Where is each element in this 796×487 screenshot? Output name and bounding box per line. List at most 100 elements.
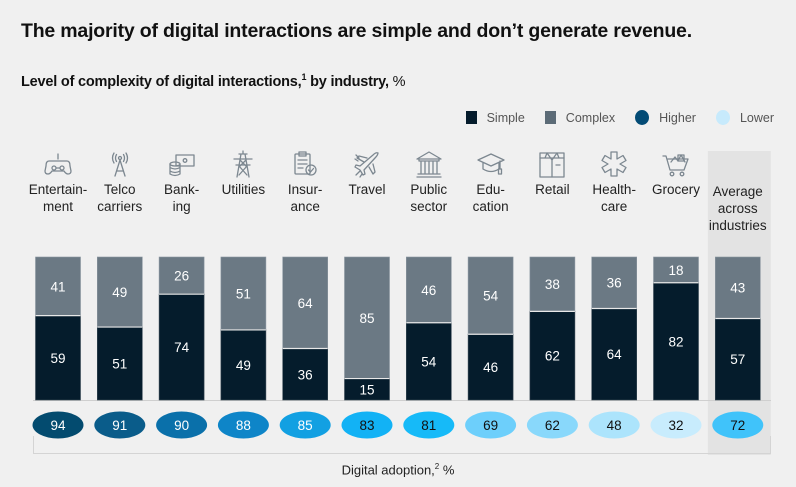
legend-dot-higher xyxy=(635,110,650,125)
subtitle-unit: % xyxy=(388,73,406,90)
adoption-ellipse xyxy=(217,411,269,439)
adoption-label: 32 xyxy=(668,418,683,433)
legend-item-complex: Complex xyxy=(544,110,616,125)
bar-complex xyxy=(35,256,81,316)
power-pylon-icon xyxy=(228,149,258,179)
x-axis-label-text: Digital adoption, xyxy=(341,462,435,478)
bar-complex xyxy=(591,256,638,309)
bar-label-simple: 54 xyxy=(421,354,437,369)
clipboard-check-icon xyxy=(290,149,320,179)
bar-label-simple: 74 xyxy=(174,340,190,355)
bar-simple xyxy=(35,315,81,401)
adoption-label: 83 xyxy=(359,418,374,433)
legend-label: Simple xyxy=(486,110,525,125)
bar-complex xyxy=(158,256,205,295)
bar-label-complex: 36 xyxy=(607,276,622,291)
bar-simple xyxy=(97,326,143,401)
adoption-label: 48 xyxy=(607,418,622,433)
adoption-ellipse xyxy=(279,411,331,439)
adoption-label: 62 xyxy=(545,418,560,433)
category-label: Public sector xyxy=(410,182,448,214)
shopping-cart-icon xyxy=(661,149,691,179)
adoption-label: 69 xyxy=(483,418,498,433)
bar-complex xyxy=(344,256,390,379)
chart-title: The majority of digital interactions are… xyxy=(21,20,692,42)
legend-label: Higher xyxy=(659,110,696,125)
bar-complex xyxy=(405,256,452,324)
bar-label-complex: 54 xyxy=(483,289,499,304)
bar-complex xyxy=(282,256,329,349)
legend-swatch-simple xyxy=(465,111,477,124)
bar-label-complex: 38 xyxy=(545,277,560,292)
category-label: Retail xyxy=(535,182,570,197)
legend-label: Complex xyxy=(565,110,616,125)
adoption-label: 81 xyxy=(421,418,436,433)
bar-simple xyxy=(282,348,329,401)
radio-tower-icon xyxy=(105,149,135,179)
bar-label-simple: 36 xyxy=(298,367,313,382)
bar-simple xyxy=(467,333,514,401)
adoption-ellipse xyxy=(32,411,84,439)
legend-label: Lower xyxy=(739,110,774,125)
category-label: Travel xyxy=(348,182,386,197)
bar-label-complex: 41 xyxy=(50,279,65,294)
bar-label-simple: 51 xyxy=(112,357,127,372)
category-label: Grocery xyxy=(651,182,700,197)
subtitle-tail: by industry, xyxy=(306,73,389,90)
adoption-label: 90 xyxy=(174,418,189,433)
adoption-ellipse xyxy=(588,411,640,439)
adoption-label: 91 xyxy=(112,418,127,433)
game-controller-icon xyxy=(43,149,73,179)
adoption-ellipse xyxy=(403,411,455,439)
legend-item-higher: Higher xyxy=(635,110,696,125)
legend-dot-lower xyxy=(715,110,730,125)
adoption-label: 72 xyxy=(730,418,745,433)
bar-simple xyxy=(405,322,452,401)
legend-item-lower: Lower xyxy=(715,110,774,125)
x-axis-footnote: 2 xyxy=(434,462,440,471)
bar-label-simple: 82 xyxy=(668,334,683,349)
graduation-cap-icon xyxy=(476,149,506,179)
subtitle-text: Level of complexity of digital interacti… xyxy=(21,73,302,90)
bar-simple xyxy=(220,329,267,401)
bar-label-complex: 26 xyxy=(174,269,189,284)
government-building-icon xyxy=(414,149,444,179)
bar-label-simple: 46 xyxy=(483,360,498,375)
adoption-label: 88 xyxy=(236,418,251,433)
adoption-ellipse xyxy=(94,411,146,439)
bar-complex xyxy=(714,256,761,319)
adoption-label: 94 xyxy=(50,418,66,433)
subtitle-footnote: 1 xyxy=(301,72,307,82)
shirt-box-icon xyxy=(537,149,567,179)
adoption-label: 85 xyxy=(298,418,313,433)
category-label: Average across industries xyxy=(708,184,767,233)
medical-star-icon xyxy=(599,149,629,179)
bar-label-simple: 57 xyxy=(730,352,745,367)
bar-label-simple: 64 xyxy=(607,347,623,362)
bar-complex xyxy=(467,256,514,335)
airplane-icon xyxy=(352,149,382,179)
chart-subtitle: Level of complexity of digital interacti… xyxy=(21,72,406,90)
x-axis-unit: % xyxy=(439,462,455,478)
bar-label-complex: 85 xyxy=(359,311,374,326)
bar-complex xyxy=(97,256,143,328)
adoption-ellipse xyxy=(650,411,702,439)
category-label: Telco carriers xyxy=(97,182,143,214)
bar-label-complex: 49 xyxy=(112,285,127,300)
bar-simple xyxy=(653,282,699,401)
bar-complex xyxy=(220,256,267,331)
bar-label-complex: 64 xyxy=(298,296,314,311)
bar-label-complex: 46 xyxy=(421,283,436,298)
category-label: Utilities xyxy=(221,182,266,197)
bar-label-simple: 59 xyxy=(50,351,65,366)
legend-swatch-complex xyxy=(544,111,556,124)
legend: Simple Complex Higher Lower xyxy=(446,110,774,125)
bar-simple xyxy=(591,308,638,401)
money-coins-icon xyxy=(167,149,197,179)
x-axis-label: Digital adoption,2 % xyxy=(0,462,796,477)
bar-label-simple: 49 xyxy=(236,358,251,373)
bar-label-complex: 18 xyxy=(668,263,683,278)
category-label: Health-care xyxy=(592,182,636,214)
bar-simple xyxy=(714,318,761,401)
